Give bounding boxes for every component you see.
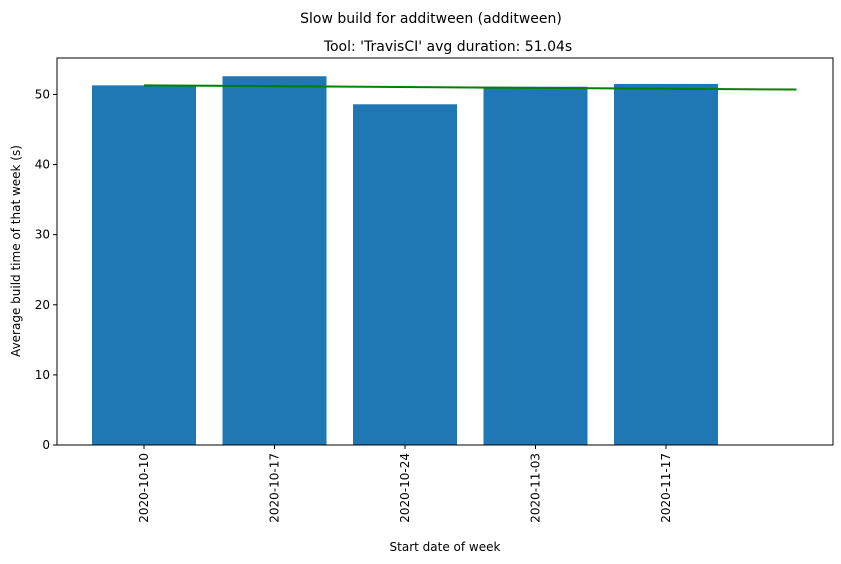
y-tick-label-0: 0: [42, 438, 50, 452]
plot-frame: [56, 57, 834, 446]
x-tick-label-2020-11-03: 2020-11-03: [529, 453, 543, 523]
bar-2020-11-03: [483, 86, 588, 445]
x-tick-label-2020-11-17: 2020-11-17: [659, 453, 673, 523]
bar-2020-10-24: [353, 104, 457, 446]
y-tick-label-30: 30: [35, 228, 50, 242]
y-tick-label-10: 10: [35, 368, 50, 382]
y-tick-label-40: 40: [35, 158, 50, 172]
x-axis-label: Start date of week: [390, 540, 501, 554]
y-tick-label-50: 50: [35, 87, 50, 101]
y-axis-label: Average build time of that week (s): [9, 145, 23, 357]
x-tick-label-2020-10-10: 2020-10-10: [137, 453, 151, 523]
plot-area: 0 10 20 30 40 50 2020-10-10 2020-10-17 2020-10-2…: [35, 76, 797, 523]
chart-suptitle: Slow build for additween (additween): [300, 11, 562, 27]
bar-2020-10-10: [92, 85, 196, 445]
y-tick-label-20: 20: [35, 298, 50, 312]
trend-line: [143, 84, 797, 91]
x-tick-label-2020-10-17: 2020-10-17: [268, 453, 282, 523]
bar-2020-10-17: [222, 76, 327, 445]
x-tick-label-2020-10-24: 2020-10-24: [398, 453, 412, 523]
bar-2020-11-17: [614, 83, 718, 445]
chart-title: Tool: 'TravisCI' avg duration: 51.04s: [323, 39, 572, 55]
